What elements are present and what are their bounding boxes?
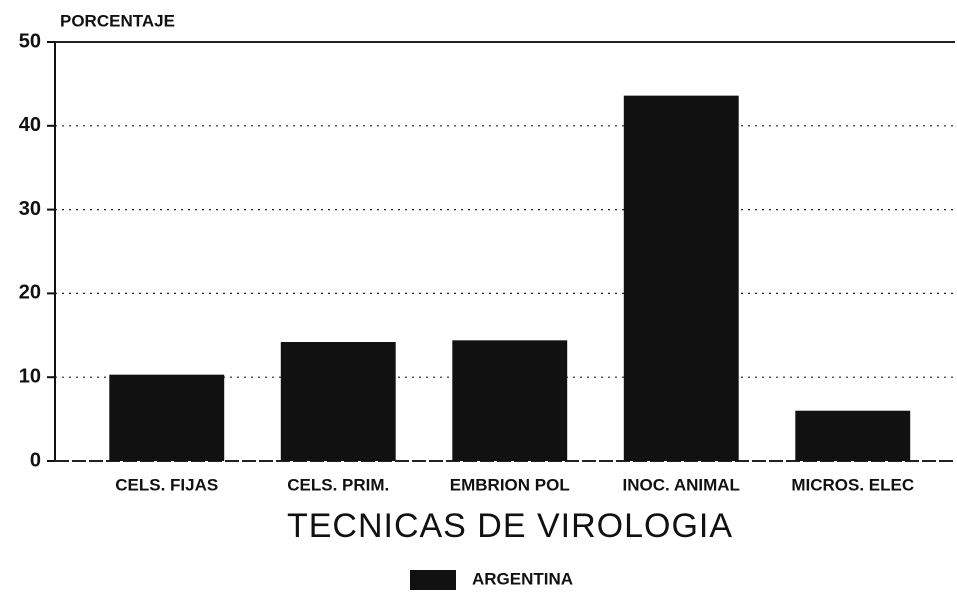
y-tick-label: 0 <box>30 449 41 471</box>
legend-swatch <box>410 570 456 590</box>
bar <box>623 95 739 461</box>
y-tick-label: 50 <box>19 30 41 52</box>
y-tick-label: 10 <box>19 365 41 387</box>
bar <box>280 342 396 461</box>
x-tick-label: CELS. FIJAS <box>115 475 218 494</box>
x-axis-title: TECNICAS DE VIROLOGIA <box>287 507 733 545</box>
x-tick-label: EMBRION POL <box>450 475 570 494</box>
x-tick-label: INOC. ANIMAL <box>623 475 740 494</box>
x-tick-label: CELS. PRIM. <box>287 475 389 494</box>
y-tick-label: 20 <box>19 282 41 304</box>
y-tick-label: 40 <box>19 114 41 136</box>
bar <box>109 374 225 461</box>
y-tick-label: 30 <box>19 198 41 220</box>
bar <box>452 340 568 461</box>
y-axis-title: PORCENTAJE <box>60 11 175 30</box>
legend-label: ARGENTINA <box>472 569 573 588</box>
x-tick-label: MICROS. ELEC <box>791 475 914 494</box>
bar <box>795 410 911 461</box>
